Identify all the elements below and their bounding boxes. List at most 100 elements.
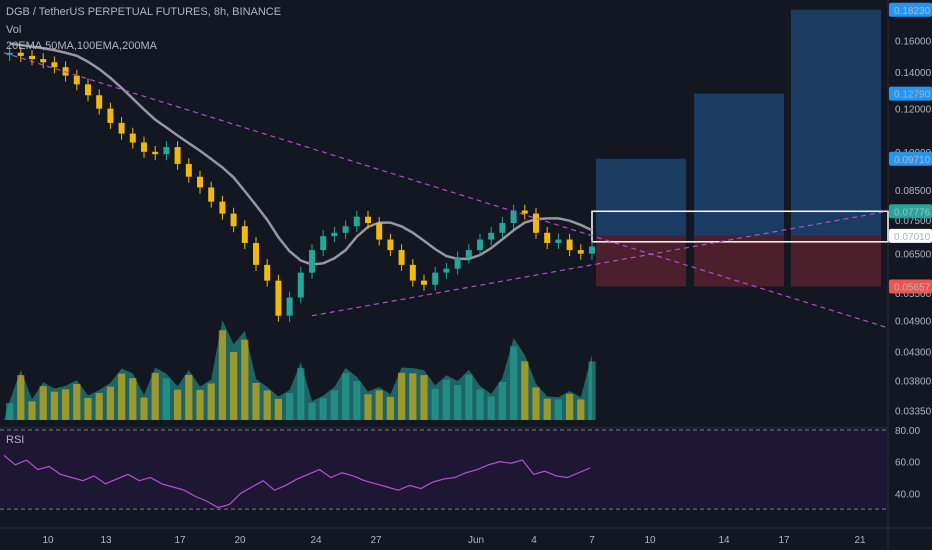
candle-body — [17, 52, 24, 56]
candle-body — [499, 223, 506, 233]
volume-bar — [465, 374, 473, 420]
price-label-value: 0.07776 — [894, 207, 931, 218]
candle-body — [566, 239, 573, 251]
price-label-badge — [889, 151, 932, 166]
rsi-tick-label: 80.00 — [895, 426, 920, 437]
stop-zone-2 — [694, 235, 784, 287]
candle-body — [398, 250, 405, 265]
candle-body — [577, 250, 584, 254]
stop-zone-1 — [596, 235, 686, 287]
volume-bar — [476, 389, 484, 420]
price-tick-label: 0.14000 — [895, 68, 932, 79]
ascending-trendline[interactable] — [311, 210, 889, 317]
volume-bar — [521, 361, 529, 420]
price-tick-label: 0.04900 — [895, 317, 932, 328]
volume-bar — [577, 399, 585, 420]
candle-body — [443, 268, 450, 273]
candle-body — [107, 108, 114, 123]
candle-body — [264, 264, 271, 281]
volume-bar — [454, 384, 462, 420]
target-zone-1 — [596, 158, 686, 236]
candle-body — [353, 216, 360, 227]
candle-body — [152, 151, 159, 155]
price-label-badge — [889, 2, 932, 17]
candle-body — [163, 147, 170, 155]
candle-body — [29, 55, 35, 60]
volume-bar — [532, 387, 540, 420]
candle-body — [185, 163, 192, 177]
candle-body — [589, 246, 595, 254]
rsi-label: RSI — [6, 434, 25, 446]
volume-bar — [409, 373, 417, 420]
volume-bar — [588, 361, 596, 420]
volume-bar — [17, 375, 25, 420]
candle-body — [376, 223, 383, 240]
volume-bar — [353, 381, 361, 420]
descending-trendline[interactable] — [3, 52, 889, 329]
volume-bar — [129, 378, 137, 420]
volume-bar — [398, 372, 406, 420]
candle-body — [454, 257, 461, 269]
candle-body — [219, 201, 226, 214]
price-label-value: 0.18230 — [894, 6, 931, 17]
candle-body — [409, 264, 416, 281]
candle-body — [118, 122, 125, 134]
candle-body — [510, 210, 517, 224]
ma-indicator-label: 20EMA,50MA,100EMA,200MA — [6, 40, 158, 52]
volume-bar — [140, 397, 148, 420]
candle-body — [6, 52, 13, 56]
time-tick-label: 13 — [100, 535, 112, 546]
volume-bar — [95, 393, 103, 420]
price-label-badge — [889, 86, 932, 101]
time-tick-label: 7 — [589, 535, 595, 546]
candle-body — [465, 250, 472, 258]
moving-average-line — [9, 42, 593, 266]
volume-bar — [162, 378, 170, 420]
candle-body — [421, 280, 427, 285]
volume-bar — [342, 373, 350, 420]
candle-body — [286, 297, 293, 316]
entry-box[interactable] — [591, 210, 889, 243]
volume-bar — [375, 390, 383, 420]
price-tick-label: 0.06500 — [895, 250, 932, 261]
candle-body — [320, 236, 327, 251]
candle-body — [342, 226, 349, 233]
candle-body — [129, 133, 136, 143]
volume-bar — [498, 381, 506, 420]
candle-body — [253, 243, 259, 265]
candle-body — [40, 59, 47, 63]
volume-bar — [319, 398, 327, 420]
candle-body — [521, 210, 528, 214]
volume-bar — [241, 339, 249, 420]
time-tick-label: 10 — [42, 535, 54, 546]
price-tick-label: 0.16000 — [895, 37, 932, 48]
candle-body — [208, 187, 215, 202]
time-tick-label: 10 — [644, 535, 656, 546]
volume-bar — [218, 330, 226, 420]
volume-bar — [364, 394, 372, 420]
price-label-value: 0.07010 — [894, 232, 931, 243]
candle-body — [96, 95, 103, 109]
target-zone-2 — [694, 93, 784, 236]
price-label-value: 0.09710 — [894, 155, 931, 166]
volume-bar — [252, 383, 260, 420]
volume-bar — [420, 375, 428, 420]
price-label-badge — [889, 279, 932, 294]
symbol-title: DGB / TetherUS PERPETUAL FUTURES, 8h, BI… — [6, 6, 282, 18]
candle-body — [555, 239, 562, 244]
candle-body — [85, 84, 91, 96]
rsi-tick-label: 60.00 — [895, 458, 920, 469]
rsi-band — [0, 430, 888, 510]
candle-body — [275, 280, 282, 316]
candle-body — [432, 272, 439, 285]
candle-body — [174, 147, 181, 164]
volume-bar — [386, 396, 394, 420]
time-tick-label: 21 — [854, 535, 866, 546]
volume-bar — [207, 383, 215, 420]
volume-bar — [230, 351, 238, 420]
time-tick-label: 20 — [234, 535, 246, 546]
target-zone-3 — [791, 9, 881, 236]
volume-bar — [297, 368, 305, 420]
